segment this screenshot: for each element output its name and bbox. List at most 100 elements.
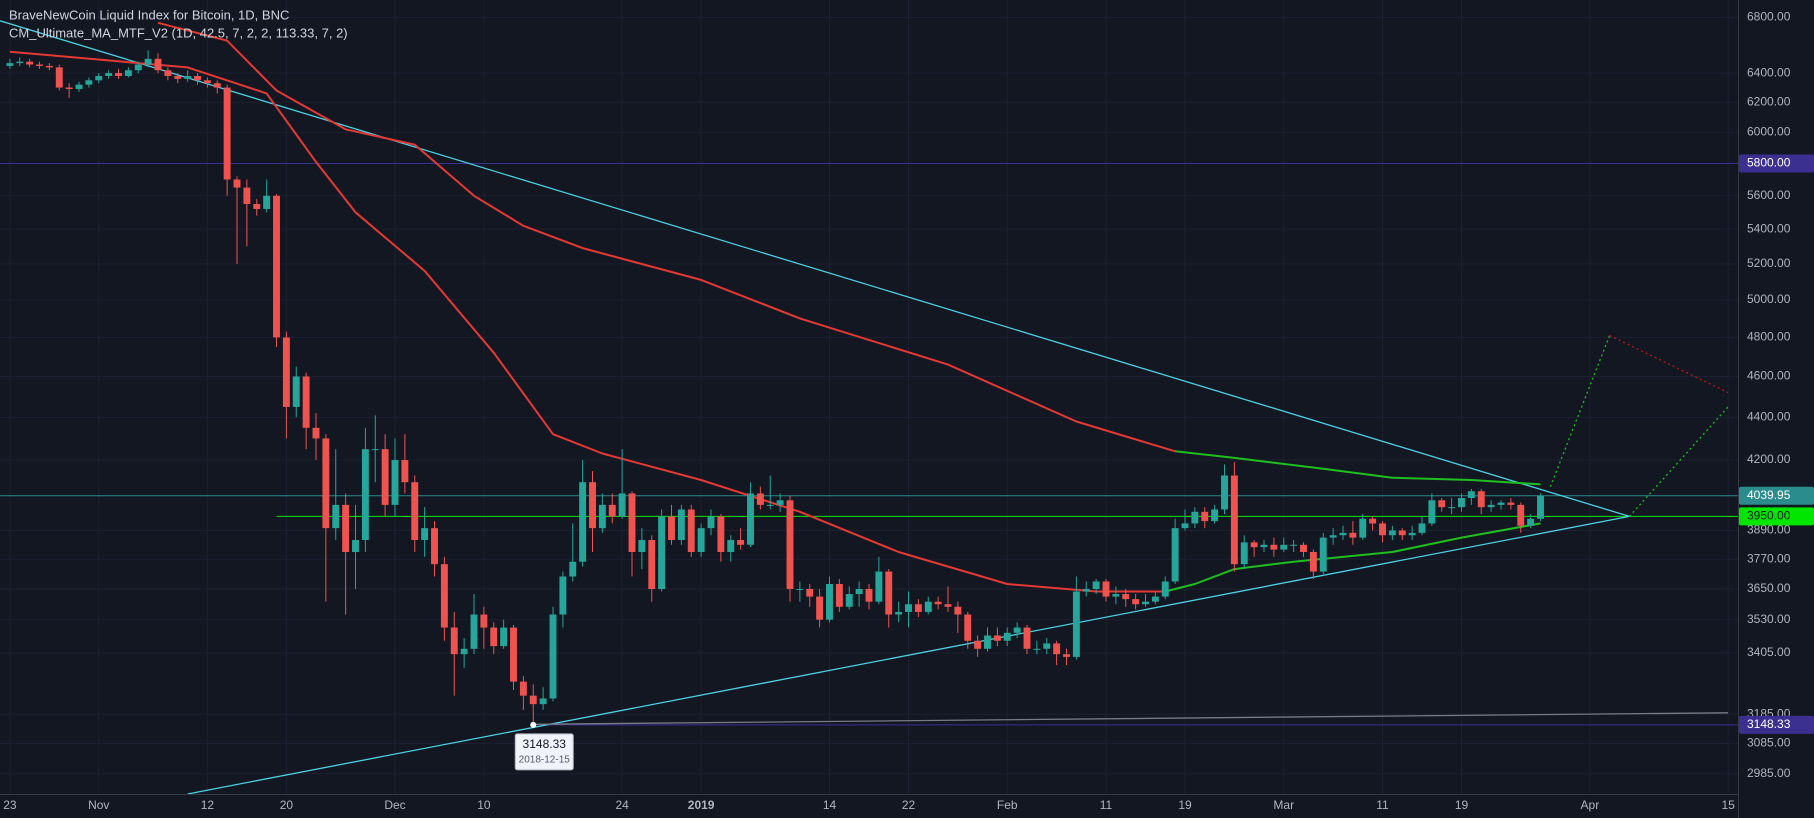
y-tick-label: 6400.00: [1747, 65, 1791, 79]
y-tick-label: 3770.00: [1747, 551, 1791, 565]
x-tick-label: 23: [3, 798, 17, 812]
candle-body: [115, 73, 122, 76]
y-tick-label: 6200.00: [1747, 94, 1791, 108]
candle-body: [638, 539, 646, 553]
candle-body: [875, 571, 883, 602]
indicator-label: CM_Ultimate_MA_MTF_V2 (1D, 42.5, 7, 2, 2…: [9, 25, 348, 40]
candle-body: [154, 58, 162, 71]
candle-body: [1438, 500, 1446, 508]
candle-body: [786, 500, 794, 590]
candle-body: [934, 601, 942, 605]
y-tick-label: 3530.00: [1747, 612, 1791, 626]
candle-body: [371, 449, 379, 451]
candle-body: [411, 482, 419, 540]
candle-body: [490, 627, 498, 647]
candle-body: [1053, 643, 1061, 655]
candle-body: [914, 604, 922, 612]
y-tick-label: 5400.00: [1747, 221, 1791, 235]
candle-body: [75, 84, 83, 90]
candle-body: [450, 627, 458, 655]
candle-body: [687, 509, 695, 553]
candle-body: [1388, 530, 1396, 536]
price-label: 3148.33: [1747, 717, 1791, 731]
candle-body: [1023, 627, 1031, 649]
candle-body: [55, 67, 63, 88]
candle-body: [184, 75, 192, 79]
trend-line: [187, 515, 1630, 794]
candle-body: [1467, 491, 1475, 499]
y-tick-label: 3085.00: [1747, 736, 1791, 750]
candle-body: [421, 528, 429, 540]
candle-body: [105, 73, 113, 76]
candle-body: [273, 195, 280, 338]
candle-body: [984, 635, 991, 649]
candle-body: [1379, 523, 1386, 536]
candle-body: [776, 500, 784, 505]
tooltip-box: [514, 733, 574, 771]
x-tick-label: 22: [902, 798, 916, 812]
candle-body: [203, 80, 211, 84]
candle-body: [964, 614, 972, 641]
candle-body: [905, 604, 912, 612]
candle-body: [1270, 544, 1278, 550]
candle-body: [569, 561, 577, 577]
candle-body: [816, 596, 824, 620]
x-tick-label: 11: [1100, 798, 1113, 812]
candle-body: [756, 493, 764, 505]
candle-body: [6, 63, 14, 66]
candle-body: [826, 583, 833, 620]
candle-body: [253, 204, 261, 209]
candle-body: [993, 635, 1001, 641]
candle-body: [1240, 542, 1248, 565]
annotation-marker: [530, 721, 537, 728]
candle-body: [845, 594, 853, 607]
candle-body: [658, 516, 666, 590]
x-tick-label: Feb: [997, 798, 1018, 812]
moving-average: [157, 21, 1176, 453]
candle-body: [292, 376, 300, 407]
price-label-box: [1739, 154, 1814, 173]
candle-body: [1003, 632, 1011, 641]
candle-body: [668, 516, 675, 540]
candle-body: [1102, 581, 1110, 597]
price-label-box: [1739, 507, 1814, 526]
candle-body: [223, 87, 231, 180]
plot-area: 3148.33 2018-12-15: [0, 20, 1738, 794]
candle-body: [727, 539, 735, 553]
candle-body: [460, 648, 468, 655]
candle-body: [549, 614, 557, 699]
candle-body: [835, 583, 843, 607]
candle-body: [806, 589, 814, 597]
candle-body: [1349, 532, 1357, 538]
candle-body: [480, 614, 488, 628]
candle-body: [954, 606, 962, 615]
candle-body: [598, 504, 606, 529]
candle-body: [1132, 599, 1140, 605]
candle-body: [342, 504, 350, 553]
candle-body: [1151, 596, 1159, 602]
candle-body: [589, 482, 596, 529]
x-tick-label: 10: [477, 798, 491, 812]
x-tick-label: 19: [1178, 798, 1192, 812]
tooltip-date: 2018-12-15: [519, 754, 571, 765]
candle-body: [312, 427, 320, 439]
price-label-box: [1739, 486, 1814, 505]
candle-body: [1092, 581, 1100, 590]
candle-body: [1408, 532, 1416, 536]
candle-body: [352, 539, 359, 553]
candle-body: [302, 376, 310, 428]
candle-body: [1537, 495, 1544, 519]
candle-body: [1497, 502, 1505, 505]
candle-body: [332, 504, 340, 529]
candle-body: [707, 516, 715, 529]
candle-body: [1280, 544, 1288, 550]
candle-body: [391, 460, 399, 505]
x-tick-label: 24: [615, 798, 629, 812]
moving-average: [1174, 450, 1541, 486]
y-tick-label: 3650.00: [1747, 581, 1791, 595]
candle-body: [895, 611, 903, 615]
candle-body: [1527, 518, 1535, 526]
candle-body: [766, 504, 774, 506]
y-tick-label: 5000.00: [1747, 292, 1791, 306]
